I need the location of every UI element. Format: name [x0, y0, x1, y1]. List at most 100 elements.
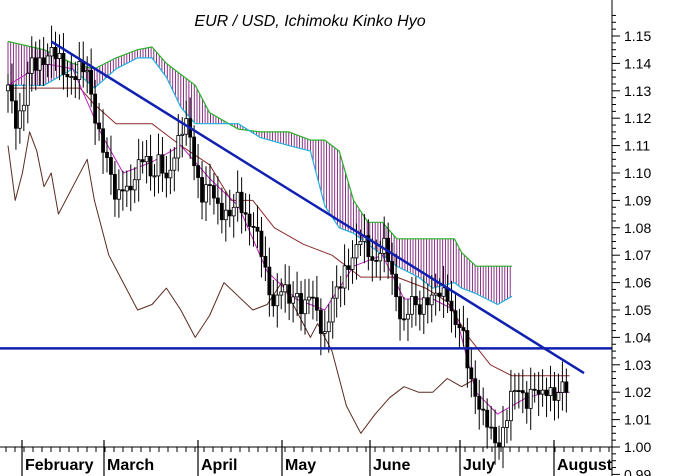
- candle-body: [354, 244, 359, 259]
- candle-body: [53, 47, 58, 59]
- candle-body: [334, 286, 339, 299]
- candle-body: [299, 293, 303, 315]
- y-tick-label: 1.14: [624, 55, 651, 71]
- candle-body: [338, 286, 343, 289]
- candle-body: [29, 57, 34, 74]
- candle-body: [449, 300, 454, 312]
- candle-body: [303, 299, 307, 315]
- candle-body: [219, 202, 224, 221]
- candle-body: [124, 185, 129, 192]
- candle-body: [326, 321, 331, 333]
- candle-body: [227, 209, 232, 217]
- candle-body: [560, 381, 565, 393]
- candle-body: [140, 159, 145, 163]
- candle-body: [390, 261, 395, 275]
- y-tick-label: 1.00: [624, 439, 651, 455]
- candle-body: [279, 291, 284, 296]
- kijun-sen: [8, 87, 570, 377]
- candle-body: [536, 389, 541, 395]
- candle-body: [366, 235, 371, 258]
- candle-body: [105, 151, 109, 158]
- candle-body: [148, 156, 153, 177]
- candle-body: [429, 294, 434, 306]
- month-label: March: [107, 457, 154, 474]
- candle-body: [231, 206, 236, 217]
- y-tick-label: 1.12: [624, 110, 651, 126]
- candle-body: [307, 296, 311, 301]
- candle-body: [128, 185, 133, 191]
- candle-body: [512, 390, 517, 392]
- candle-body: [330, 297, 335, 323]
- candle-body: [192, 136, 197, 167]
- candle-body: [342, 265, 347, 289]
- candle-body: [101, 128, 105, 153]
- kijun-sen-line: [8, 87, 570, 377]
- candle-body: [318, 309, 323, 334]
- y-tick-label: 1.03: [624, 357, 651, 373]
- candle-body: [156, 154, 161, 177]
- candle-body: [433, 292, 438, 296]
- candle-body: [97, 122, 101, 130]
- candle-body: [271, 294, 276, 307]
- candle-body: [113, 173, 117, 200]
- candle-body: [509, 390, 513, 422]
- candle-body: [204, 184, 208, 203]
- candle-body: [501, 427, 505, 448]
- candle-body: [287, 284, 292, 304]
- candle-body: [548, 387, 553, 397]
- candle-body: [453, 310, 458, 325]
- candle-body: [441, 287, 446, 297]
- axes: 1.15 1.14 1.13 1.12 1.11 1.10 1.09 1.08 1.07 1.06…: [0, 0, 651, 476]
- candle-body: [37, 57, 42, 71]
- candle-body: [524, 392, 529, 409]
- candle-body: [77, 61, 82, 81]
- candle-body: [346, 265, 351, 270]
- candle-body: [172, 157, 177, 171]
- candle-body: [544, 389, 549, 397]
- candle-body: [350, 257, 355, 270]
- candle-body: [540, 389, 545, 395]
- chikou-span: [7, 131, 477, 434]
- y-tick-label: 1.15: [624, 28, 651, 44]
- candle-body: [410, 296, 414, 315]
- candle-body: [21, 104, 26, 112]
- candle-body: [283, 284, 288, 293]
- candle-body: [485, 409, 490, 428]
- chart-title: EUR / USD, Ichimoku Kinko Hyo: [194, 13, 425, 30]
- y-tick-label: 1.04: [624, 329, 651, 345]
- candle-body: [425, 297, 430, 306]
- candle-body: [41, 57, 46, 65]
- y-tick-label: 1.01: [624, 412, 651, 428]
- candle-body: [208, 184, 212, 187]
- candle-body: [437, 292, 442, 297]
- candle-body: [61, 53, 66, 75]
- candle-body: [489, 426, 494, 429]
- candle-body: [402, 318, 406, 321]
- candle-body: [247, 213, 252, 227]
- y-tick-label: 1.06: [624, 275, 651, 291]
- candle-body: [164, 172, 169, 179]
- candle-body: [267, 266, 272, 296]
- candle-body: [457, 324, 462, 329]
- candle-body: [528, 388, 533, 409]
- candle-body: [196, 165, 200, 178]
- candle-body: [311, 296, 315, 299]
- candle-body: [73, 76, 78, 81]
- candle-body: [212, 185, 216, 199]
- candle-body: [215, 197, 220, 204]
- candle-body: [33, 57, 38, 71]
- candle-body: [144, 156, 149, 163]
- chikou-span-line: [7, 131, 477, 434]
- y-tick-label: 1.07: [624, 247, 651, 263]
- candle-body: [263, 256, 268, 268]
- y-tick-label: 1.02: [624, 384, 651, 400]
- candle-body: [556, 392, 561, 401]
- candle-body: [394, 273, 398, 298]
- candle-body: [45, 55, 50, 65]
- candle-body: [291, 296, 296, 304]
- y-tick-label: 1.11: [624, 138, 650, 154]
- candle-body: [180, 133, 185, 136]
- month-label: April: [201, 457, 237, 474]
